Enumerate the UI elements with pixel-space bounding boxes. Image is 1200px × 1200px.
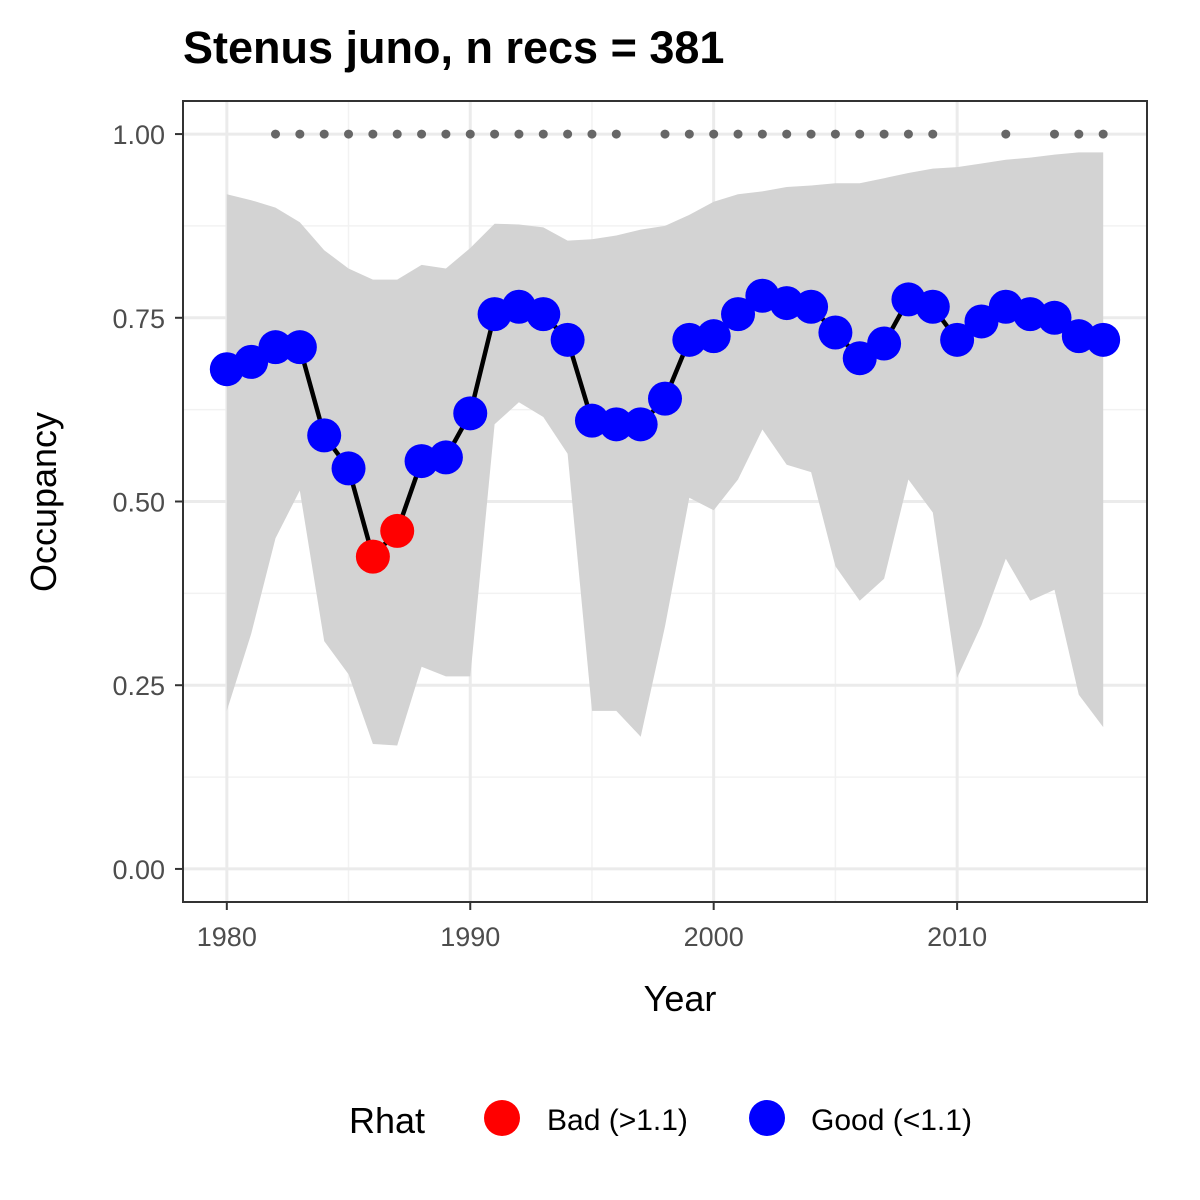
record-dot (319, 129, 329, 139)
legend-title: Rhat (349, 1100, 425, 1141)
record-dot (806, 129, 816, 139)
x-tick-label: 1990 (440, 922, 500, 952)
data-point-good (282, 330, 317, 365)
data-point-good (964, 304, 999, 339)
record-dot (1049, 129, 1059, 139)
data-point-good (915, 289, 950, 324)
record-dot (830, 129, 840, 139)
y-axis: 0.00 0.25 0.50 0.75 1.00 (112, 120, 183, 885)
data-point-good (1086, 322, 1121, 357)
record-dot (782, 129, 792, 139)
record-dot (514, 129, 524, 139)
record-dot (587, 129, 597, 139)
record-dot (611, 129, 621, 139)
x-tick-label: 1980 (197, 922, 257, 952)
data-point-good (818, 315, 853, 350)
record-dot (879, 129, 889, 139)
data-point-good (794, 289, 829, 324)
legend-key-good (749, 1100, 785, 1136)
record-dot (903, 129, 913, 139)
confidence-ribbon (226, 152, 1104, 746)
record-dot (344, 129, 354, 139)
record-dot (271, 129, 281, 139)
record-dot (563, 129, 573, 139)
record-dot (709, 129, 719, 139)
record-dot (538, 129, 548, 139)
y-tick-label: 0.75 (112, 304, 165, 334)
data-point-good (842, 341, 877, 376)
data-point-good (599, 407, 634, 442)
legend-label-bad: Bad (>1.1) (547, 1104, 688, 1137)
chart-title: Stenus juno, n recs = 381 (183, 22, 724, 73)
data-point-good (648, 381, 682, 416)
record-dot (417, 129, 427, 139)
legend: Rhat Bad (>1.1) Good (<1.1) (349, 1100, 972, 1141)
data-point-bad (355, 539, 390, 574)
record-dot (1074, 129, 1084, 139)
record-dot (733, 129, 743, 139)
data-point-good (526, 297, 561, 332)
occupancy-points (209, 278, 1121, 574)
record-dot (295, 129, 305, 139)
record-dot (1001, 129, 1011, 139)
data-point-good (940, 322, 975, 357)
data-point-good (331, 451, 366, 486)
y-tick-label: 1.00 (112, 120, 165, 150)
data-point-good (1037, 300, 1072, 335)
record-dot (490, 129, 500, 139)
record-dot (441, 129, 451, 139)
record-dot (684, 129, 694, 139)
data-point-bad (380, 513, 415, 548)
x-tick-label: 2010 (927, 922, 987, 952)
record-dot (660, 129, 670, 139)
data-point-good (696, 319, 731, 354)
data-point-good (453, 396, 488, 431)
data-point-good (258, 330, 293, 365)
data-point-good (550, 322, 585, 357)
record-dot (1098, 129, 1108, 139)
record-dot (855, 129, 865, 139)
record-year-markers (271, 129, 1108, 139)
data-point-good (234, 344, 269, 379)
legend-key-bad (484, 1100, 520, 1136)
x-axis-title: Year (644, 978, 717, 1019)
record-dot (392, 129, 402, 139)
record-dot (368, 129, 378, 139)
record-dot (465, 129, 475, 139)
data-point-good (428, 440, 463, 475)
data-point-good (867, 326, 902, 361)
x-axis: 1980 1990 2000 2010 (197, 902, 987, 952)
y-axis-title: Occupancy (23, 412, 64, 592)
y-tick-label: 0.25 (112, 671, 165, 701)
data-point-good (307, 418, 342, 453)
x-tick-label: 2000 (684, 922, 744, 952)
data-point-good (623, 407, 658, 442)
record-dot (928, 129, 938, 139)
data-point-good (721, 297, 756, 332)
y-tick-label: 0.50 (112, 488, 165, 518)
legend-label-good: Good (<1.1) (811, 1104, 972, 1137)
record-dot (757, 129, 767, 139)
y-tick-label: 0.00 (112, 855, 165, 885)
